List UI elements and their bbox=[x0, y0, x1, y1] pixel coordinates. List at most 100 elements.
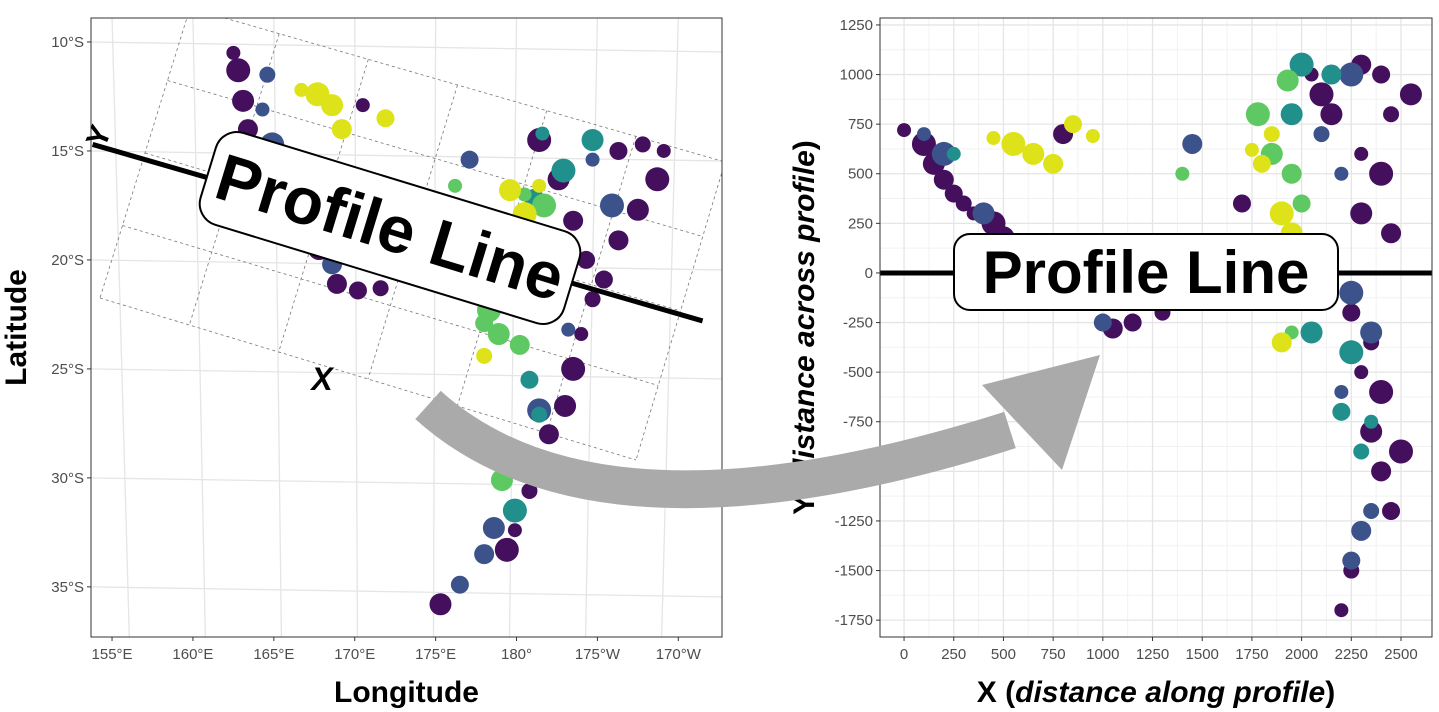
point bbox=[986, 131, 1001, 146]
point bbox=[1276, 69, 1299, 92]
point bbox=[585, 152, 600, 167]
y-tick-label: 30°S bbox=[51, 470, 84, 487]
point bbox=[1363, 503, 1380, 520]
point bbox=[897, 123, 912, 138]
profile-plot-area bbox=[880, 18, 1432, 637]
y-tick-label: 35°S bbox=[51, 579, 84, 596]
point bbox=[1371, 461, 1392, 482]
point bbox=[502, 498, 527, 523]
x-tick-label: 170°E bbox=[334, 646, 375, 663]
y-tick-label: -250 bbox=[843, 315, 873, 332]
y-tick-label: 15°S bbox=[51, 143, 84, 160]
point bbox=[517, 187, 532, 202]
point bbox=[1300, 321, 1323, 344]
point bbox=[645, 167, 670, 192]
point bbox=[1383, 106, 1400, 123]
map-panel-border bbox=[90, 17, 723, 638]
y-tick-label: 25°S bbox=[51, 361, 84, 378]
point bbox=[255, 102, 270, 117]
point bbox=[574, 327, 589, 342]
y-tick-label: 750 bbox=[848, 116, 873, 133]
point bbox=[561, 322, 576, 337]
point bbox=[599, 193, 624, 218]
x-tick-label: 500 bbox=[991, 646, 1016, 663]
point bbox=[656, 143, 671, 158]
transform-arrow bbox=[415, 355, 1100, 509]
axes: 155°E 160°E 165°E 170°E 175°E 180° 175°W 170°W 1… bbox=[0, 17, 1418, 709]
y-tick-label: 20°S bbox=[51, 252, 84, 269]
point bbox=[535, 126, 550, 141]
point bbox=[1280, 103, 1303, 126]
point bbox=[1123, 313, 1142, 332]
point bbox=[1245, 102, 1270, 127]
swath-line bbox=[546, 136, 637, 434]
x-tick-label: 175°E bbox=[415, 646, 456, 663]
point bbox=[1320, 103, 1343, 126]
point bbox=[509, 334, 530, 355]
x-axis-title-part: distance along profile bbox=[1015, 676, 1325, 709]
point bbox=[1399, 83, 1422, 106]
point bbox=[584, 291, 601, 308]
point bbox=[554, 394, 577, 417]
point bbox=[1175, 166, 1190, 181]
point bbox=[1334, 384, 1349, 399]
point bbox=[1364, 414, 1379, 429]
arrow-shaft bbox=[415, 390, 1016, 509]
point bbox=[429, 593, 452, 616]
point bbox=[1332, 402, 1351, 421]
point bbox=[1369, 161, 1394, 186]
point bbox=[1360, 420, 1383, 443]
point bbox=[448, 178, 463, 193]
point bbox=[538, 424, 559, 445]
profile-label-box: Profile Line bbox=[953, 233, 1339, 311]
point bbox=[1289, 52, 1314, 77]
point bbox=[1334, 166, 1349, 181]
y-tick-label: -500 bbox=[843, 364, 873, 381]
grid-line bbox=[91, 368, 722, 380]
y-tick-label: 1250 bbox=[840, 17, 873, 34]
x-axis-title-part: ) bbox=[1325, 676, 1335, 709]
point bbox=[561, 356, 586, 381]
x-tick-label: 180° bbox=[501, 646, 532, 663]
point bbox=[1339, 280, 1364, 305]
point bbox=[1351, 520, 1372, 541]
grid-line bbox=[91, 150, 722, 162]
point bbox=[551, 158, 576, 183]
x-tick-label: 175°W bbox=[575, 646, 621, 663]
point bbox=[1334, 603, 1349, 618]
x-tick-label: 0 bbox=[900, 646, 908, 663]
x-tick-label: 1500 bbox=[1186, 646, 1219, 663]
y-tick-label: 1000 bbox=[840, 67, 873, 84]
y-axis-title-part: Latitude bbox=[0, 269, 33, 386]
point bbox=[911, 131, 936, 156]
profile-panel-border bbox=[879, 17, 1433, 638]
point bbox=[1064, 115, 1083, 134]
point bbox=[1388, 439, 1413, 464]
point bbox=[1353, 443, 1370, 460]
point bbox=[1309, 82, 1334, 107]
point bbox=[955, 195, 972, 212]
x-tick-label: 160°E bbox=[172, 646, 213, 663]
x-axis-title: Longitude bbox=[334, 676, 479, 709]
point bbox=[1085, 129, 1100, 144]
x-tick-label: 1000 bbox=[1086, 646, 1119, 663]
point bbox=[1232, 194, 1251, 213]
point bbox=[1342, 551, 1361, 570]
y-axis-title-part: distance across profile bbox=[788, 150, 821, 477]
point bbox=[1381, 223, 1402, 244]
point bbox=[626, 198, 649, 221]
point bbox=[1182, 133, 1203, 154]
point bbox=[1382, 502, 1401, 521]
point bbox=[321, 94, 344, 117]
map-plot-area bbox=[91, 18, 722, 637]
point bbox=[1354, 365, 1369, 380]
point bbox=[482, 517, 505, 540]
point bbox=[348, 281, 367, 300]
y-tick-label: 250 bbox=[848, 215, 873, 232]
point bbox=[1292, 194, 1311, 213]
point bbox=[1372, 65, 1391, 84]
point bbox=[476, 347, 493, 364]
x-tick-label: 155°E bbox=[92, 646, 133, 663]
point bbox=[1244, 142, 1259, 157]
